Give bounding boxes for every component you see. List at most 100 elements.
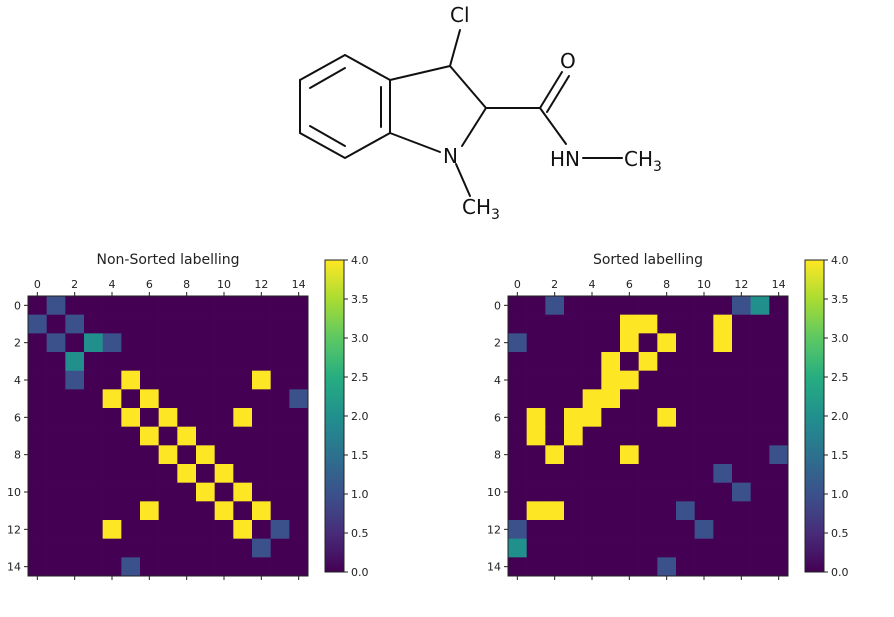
heatmap-cell — [140, 314, 159, 334]
heatmap-cell — [657, 389, 677, 409]
heatmap-cell — [694, 426, 714, 446]
heatmap-cell — [676, 464, 695, 483]
heatmap-cell — [46, 314, 66, 334]
heatmap-cell — [769, 464, 789, 483]
heatmap-cell — [252, 426, 271, 446]
heatmap-cell — [582, 557, 602, 577]
heatmap-cell — [545, 482, 565, 502]
x-tick-label: 12 — [734, 278, 748, 291]
heatmap-cell — [508, 482, 527, 502]
heatmap-cell — [620, 520, 639, 539]
y-tick-label: 2 — [14, 337, 21, 350]
heatmap-cell — [233, 426, 253, 446]
heatmap-cell — [158, 482, 178, 502]
heatmap-cell — [28, 464, 47, 483]
heatmap-cell — [732, 557, 751, 577]
heatmap-cell — [65, 557, 85, 577]
heatmap-cell — [28, 333, 47, 353]
heatmap-cell — [252, 445, 271, 465]
heatmap-cell — [750, 352, 770, 371]
heatmap-cell — [65, 352, 85, 371]
heatmap-cell — [270, 370, 290, 390]
heatmap-cell — [601, 557, 621, 577]
y-tick-label: 10 — [7, 486, 21, 499]
heatmap-cell — [84, 464, 103, 483]
colorbar-tick-label: 3.0 — [831, 332, 849, 345]
heatmap-cell — [28, 352, 47, 371]
heatmap-cell — [657, 314, 677, 334]
heatmap-cell — [564, 426, 583, 446]
heatmap-cell — [28, 501, 47, 521]
heatmap-cell — [732, 333, 751, 353]
heatmap-cell — [196, 389, 215, 409]
ring-nitrogen-label: N — [443, 144, 458, 168]
heatmap-cell — [676, 370, 695, 390]
heatmap-cell — [46, 520, 66, 539]
heatmap-cell — [769, 557, 789, 577]
heatmap-cell — [694, 314, 714, 334]
heatmap-cell — [582, 464, 602, 483]
heatmap-cell — [638, 370, 658, 390]
heatmap-cell — [638, 538, 658, 558]
y-tick-label: 14 — [7, 561, 21, 574]
x-tick-label: 8 — [663, 278, 670, 291]
heatmap-cell — [65, 501, 85, 521]
heatmap-cell — [196, 408, 215, 427]
heatmap-cell — [214, 557, 234, 577]
heatmap-cell — [252, 464, 271, 483]
heatmap-cell — [270, 408, 290, 427]
colorbar-tick-label: 2.5 — [831, 371, 849, 384]
heatmap-cell — [676, 501, 695, 521]
heatmap-cell — [750, 426, 770, 446]
n-methyl-subscript: 3 — [491, 207, 500, 223]
heatmap-cell — [270, 314, 290, 334]
y-tick-label: 6 — [14, 411, 21, 424]
colorbar-tick-label: 4.0 — [351, 254, 369, 267]
heatmap-cell — [270, 482, 290, 502]
heatmap-cell — [289, 408, 309, 427]
heatmap-cell — [289, 520, 309, 539]
colorbar-tick-label: 2.0 — [831, 410, 849, 423]
heatmap-cell — [750, 314, 770, 334]
heatmap-cell — [65, 370, 85, 390]
heatmap-cell — [638, 482, 658, 502]
heatmap-cell — [140, 370, 159, 390]
heatmap-cell — [526, 333, 546, 353]
heatmap-cell — [545, 352, 565, 371]
heatmap-cell — [252, 352, 271, 371]
heatmap-cell — [214, 370, 234, 390]
heatmap-cell — [28, 408, 47, 427]
x-tick-label: 4 — [109, 278, 116, 291]
y-tick-label: 12 — [487, 523, 501, 536]
heatmap-cell — [657, 557, 677, 577]
heatmap-cell — [140, 333, 159, 353]
heatmap-cell — [84, 314, 103, 334]
heatmap-cell — [582, 482, 602, 502]
heatmap-cell — [582, 408, 602, 427]
heatmap-cell — [694, 520, 714, 539]
heatmap-cell — [158, 408, 178, 427]
heatmap-cell — [46, 389, 66, 409]
heatmap-cell — [65, 389, 85, 409]
heatmap-cell — [582, 314, 602, 334]
heatmap-cell — [140, 557, 159, 577]
heatmap-cell — [638, 296, 658, 315]
heatmap-cell — [713, 538, 733, 558]
y-tick-label: 12 — [7, 523, 21, 536]
heatmap-cell — [713, 464, 733, 483]
heatmap-cell — [713, 333, 733, 353]
colorbar — [324, 259, 345, 573]
heatmap-cell — [289, 352, 309, 371]
heatmap-cell — [102, 389, 122, 409]
heatmap-cell — [214, 538, 234, 558]
y-tick-label: 14 — [487, 561, 501, 574]
plot-frame — [507, 295, 789, 577]
heatmap-cell — [545, 501, 565, 521]
heatmap-cell — [233, 333, 253, 353]
heatmap-cell — [638, 445, 658, 465]
heatmap-cell — [121, 352, 141, 371]
heatmap-cell — [769, 333, 789, 353]
heatmap-cell — [582, 296, 602, 315]
heatmap-cell — [84, 501, 103, 521]
colorbar-tick-label: 2.0 — [351, 410, 369, 423]
